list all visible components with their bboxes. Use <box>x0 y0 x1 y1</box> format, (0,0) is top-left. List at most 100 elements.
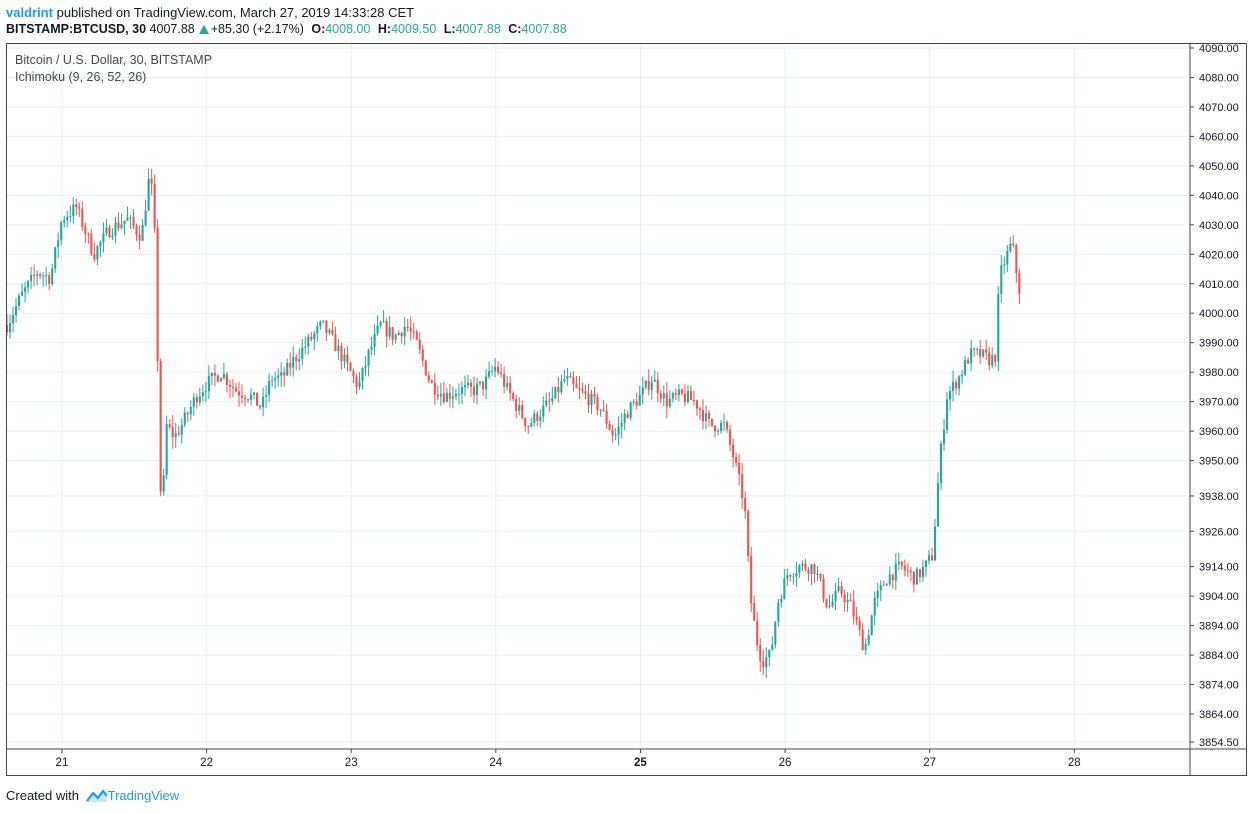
candle <box>382 309 385 323</box>
candle <box>213 364 216 387</box>
candle <box>385 318 388 348</box>
tradingview-link[interactable]: TradingView <box>107 788 180 803</box>
candle-body <box>885 584 888 586</box>
candle <box>948 385 952 411</box>
candle <box>304 336 307 355</box>
y-tick-label: 3950.00 <box>1199 456 1239 468</box>
candle <box>90 229 93 256</box>
candle-body <box>530 422 533 427</box>
candle <box>909 567 912 582</box>
candle-body <box>716 430 720 432</box>
candle-body <box>840 585 843 595</box>
candle <box>985 339 988 360</box>
candle <box>406 318 409 333</box>
candle <box>1015 243 1018 284</box>
candle <box>837 577 840 593</box>
candle <box>488 361 491 380</box>
candle-body <box>102 232 105 243</box>
candle-body <box>936 483 940 527</box>
candle-body <box>1009 243 1012 251</box>
candle-body <box>578 387 581 390</box>
candle <box>512 391 515 402</box>
footer: Created with TradingView <box>6 788 179 803</box>
candle-body <box>222 374 225 379</box>
candle-body <box>463 385 467 388</box>
candlestick-chart[interactable]: 4090.00 4080.00 4070.00 4060.00 4050.00 4040.… <box>7 44 1246 775</box>
candle <box>575 376 578 389</box>
candle <box>1006 244 1009 273</box>
candle <box>783 568 786 600</box>
candle-body <box>539 416 542 421</box>
candle-body <box>756 620 759 645</box>
candle-body <box>60 222 63 241</box>
candle-body <box>870 615 873 636</box>
candle-body <box>545 400 548 406</box>
candle <box>313 330 316 350</box>
candle <box>698 406 702 420</box>
candle <box>42 272 45 287</box>
candle-body <box>518 404 521 411</box>
candle-body <box>11 315 15 324</box>
candle <box>442 381 445 405</box>
candle-body <box>228 384 232 387</box>
candle <box>897 552 900 571</box>
candle-body <box>843 594 846 603</box>
candle <box>632 398 635 406</box>
candle <box>472 376 476 403</box>
candle <box>174 423 177 448</box>
candle <box>732 438 735 468</box>
candle-body <box>472 386 476 395</box>
author-link[interactable]: valdrint <box>6 5 53 20</box>
candle <box>888 566 891 587</box>
close-value: 4007.88 <box>521 22 567 36</box>
legend-indicator[interactable]: Ichimoku (9, 26, 52, 26) <box>15 70 147 84</box>
y-tick-label: 3990.00 <box>1199 338 1239 350</box>
candle-body <box>500 372 503 375</box>
candle-body <box>958 376 961 389</box>
candle-body <box>491 371 494 373</box>
candle <box>253 391 256 400</box>
candle <box>249 388 253 406</box>
candle <box>376 315 379 336</box>
candle <box>141 219 144 242</box>
candle <box>186 410 189 423</box>
candle-body <box>442 393 445 402</box>
candle-body <box>66 217 69 221</box>
candle <box>228 379 232 399</box>
candle <box>204 381 207 402</box>
candle-body <box>277 375 280 379</box>
chart-frame <box>6 43 1247 776</box>
candle-body <box>144 210 147 226</box>
candle-body <box>268 380 271 396</box>
candle <box>268 373 271 402</box>
candle-body <box>611 429 614 436</box>
candle-body <box>367 349 370 366</box>
candle-body <box>750 556 753 604</box>
candle-body <box>78 206 81 209</box>
candle-body <box>985 349 988 353</box>
candle-body <box>707 413 711 419</box>
candle-body <box>762 660 765 668</box>
candle-body <box>466 382 470 386</box>
candle <box>138 225 141 250</box>
candle <box>804 559 807 572</box>
candle <box>8 314 12 339</box>
candle <box>716 428 720 436</box>
candle <box>894 553 897 591</box>
candle-body <box>156 227 159 362</box>
candle-body <box>406 326 409 328</box>
candle-body <box>626 413 629 418</box>
candle-body <box>939 443 943 484</box>
candle <box>433 372 436 405</box>
candle <box>310 331 313 342</box>
candle-body <box>961 374 964 377</box>
candle <box>301 339 304 366</box>
candle <box>439 382 442 406</box>
candle <box>485 369 488 400</box>
candle-body <box>337 346 340 352</box>
candle-body <box>617 426 620 435</box>
candle <box>867 629 870 647</box>
candle-body <box>952 381 955 391</box>
y-tick-label: 4070.00 <box>1199 102 1239 114</box>
candle <box>11 306 15 333</box>
